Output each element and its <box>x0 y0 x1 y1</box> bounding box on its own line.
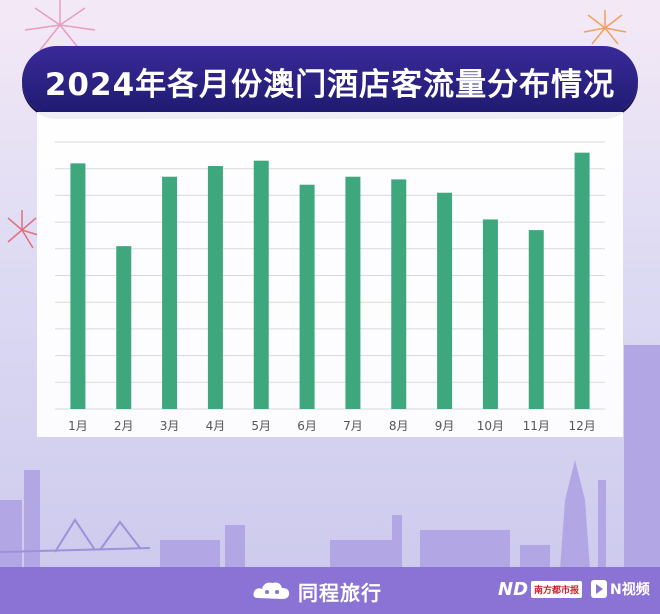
x-axis-labels: 1月 2月 3月 4月 5月 6月 7月 8月 9月 10月 11月 12月 <box>68 419 596 433</box>
firework-icon <box>24 0 96 51</box>
x-tick-label: 9月 <box>435 419 455 433</box>
partner-name: N视频 <box>610 582 650 598</box>
bar <box>345 176 361 409</box>
x-tick-label: 1月 <box>68 419 88 433</box>
nvideo-play-icon <box>591 580 607 598</box>
bar <box>253 160 269 409</box>
x-tick-label: 12月 <box>568 419 595 433</box>
brand-logo: 同程旅行 <box>252 573 382 609</box>
x-tick-label: 6月 <box>297 419 317 433</box>
bar <box>437 192 453 409</box>
page-title: 2024年各月份澳门酒店客流量分布情况 <box>44 66 616 103</box>
partner-mark: ND <box>498 578 529 600</box>
x-tick-label: 7月 <box>343 419 363 433</box>
partner-logo-nd: ND 南方都市报 <box>498 575 583 603</box>
chart-panel <box>37 112 623 437</box>
bar <box>391 179 407 409</box>
x-tick-label: 8月 <box>389 419 409 433</box>
bar <box>162 176 178 409</box>
partner-logo-nvideo: N视频 <box>591 575 650 603</box>
x-tick-label: 10月 <box>477 419 504 433</box>
grid-lines <box>55 141 605 410</box>
title-banner: 2024年各月份澳门酒店客流量分布情况 <box>22 46 638 116</box>
x-tick-label: 2月 <box>114 419 134 433</box>
bar <box>116 246 132 409</box>
brand-name: 同程旅行 <box>298 580 382 605</box>
bar <box>70 163 86 409</box>
bar <box>207 166 223 409</box>
firework-icon <box>7 210 39 249</box>
bar <box>528 230 544 409</box>
x-tick-label: 5月 <box>251 419 271 433</box>
bar-chart: 1月 2月 3月 4月 5月 6月 7月 8月 9月 10月 11月 12月 <box>55 141 605 433</box>
firework-icon <box>583 10 627 45</box>
cloud-logo-icon <box>253 582 290 599</box>
bar <box>574 152 590 409</box>
x-tick-label: 11月 <box>523 419 550 433</box>
bridge <box>0 518 151 553</box>
bar <box>299 184 315 409</box>
partner-name: 南方都市报 <box>531 580 583 598</box>
bar <box>482 219 498 409</box>
skyline <box>0 345 660 570</box>
x-tick-label: 3月 <box>160 419 180 433</box>
x-tick-label: 4月 <box>206 419 226 433</box>
bars <box>70 152 590 409</box>
